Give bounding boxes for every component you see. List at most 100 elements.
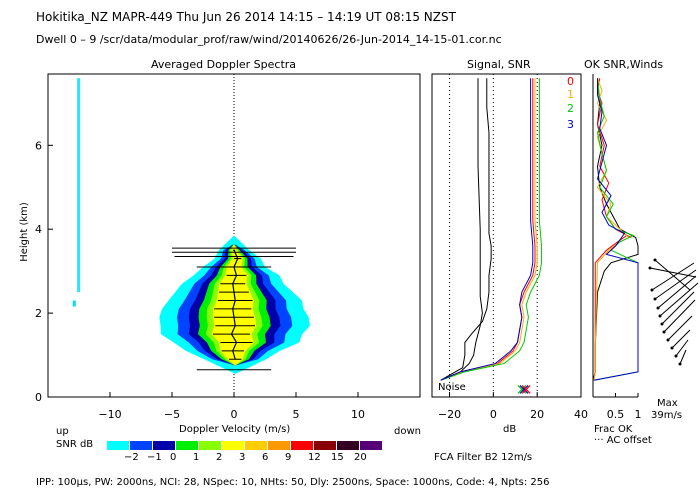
beam-legend-1: 1 xyxy=(567,88,574,101)
signal-series-line xyxy=(440,78,543,381)
noise-marker xyxy=(521,385,531,394)
snr-color-swatch xyxy=(222,441,244,450)
wind-arrow-head xyxy=(662,330,666,334)
x-tick-label: 0.5 xyxy=(607,408,625,421)
wind-arrow-head xyxy=(650,288,654,292)
snr-color-swatch xyxy=(337,441,359,450)
snr-color-swatch xyxy=(153,441,175,450)
x-tick-label: 5 xyxy=(293,408,300,421)
wind-arrow xyxy=(654,259,691,291)
max-label: Max xyxy=(657,398,678,409)
y-tick-label: 4 xyxy=(35,223,42,236)
x-tick-label: 20 xyxy=(530,408,544,421)
snr-color-swatch xyxy=(360,441,382,450)
beam-legend-2: 2 xyxy=(567,102,574,115)
x-tick-label: −5 xyxy=(164,408,180,421)
wind-arrow xyxy=(659,282,699,317)
signal-series-line xyxy=(440,78,534,381)
signal-series-line xyxy=(440,78,536,381)
snr-scale-label: 1 xyxy=(193,452,200,463)
snr-scale-label: −2 xyxy=(124,452,139,463)
ok-panel-title: OK SNR,Winds xyxy=(584,58,664,71)
snr-scale-label: 2 xyxy=(216,452,223,463)
db-axis-label: dB xyxy=(503,424,517,435)
x-tick-label: −20 xyxy=(438,408,461,421)
wind-arrow xyxy=(661,291,695,325)
noise-label: Noise xyxy=(438,382,466,393)
wind-arrow xyxy=(667,315,693,341)
signal-frame xyxy=(431,73,582,398)
snr-color-swatch xyxy=(291,441,313,450)
snr-color-swatch xyxy=(245,441,267,450)
mean-velocity-trace xyxy=(230,249,239,360)
x-tick-label: 0 xyxy=(231,408,238,421)
noise-speck xyxy=(72,300,76,307)
wind-arrow-head xyxy=(653,297,657,301)
wind-arrow xyxy=(675,339,689,357)
header-line2: Dwell 0 – 9 /scr/data/modular_prof/raw/w… xyxy=(36,33,502,46)
wind-arrow-head xyxy=(678,362,682,366)
snr-scale-label: 9 xyxy=(285,452,292,463)
wind-barbs xyxy=(648,258,699,366)
snr-scale-label: 6 xyxy=(262,452,269,463)
snr-scale-label: 0 xyxy=(170,452,177,463)
wind-arrow-head xyxy=(653,258,657,262)
wind-arrow xyxy=(671,329,691,349)
snr-scale-label: 20 xyxy=(354,452,367,463)
wind-arrow xyxy=(651,262,695,291)
ok-snr-winds-panel: 0.5 1 xyxy=(592,74,642,421)
wind-arrow xyxy=(663,299,696,333)
wind-arrow-head xyxy=(658,314,662,318)
snr-scale-label: 12 xyxy=(308,452,321,463)
ok-series-line xyxy=(593,78,632,381)
wind-arrow-head xyxy=(656,306,660,310)
max-value: 39m/s xyxy=(651,410,683,421)
snr-scale-label: 3 xyxy=(239,452,246,463)
fca-filter-label: FCA Filter B2 12m/s xyxy=(434,452,533,463)
snr-color-swatch xyxy=(130,441,152,450)
signal-series-line xyxy=(440,78,538,381)
wind-arrow-head xyxy=(666,338,670,342)
doppler-spectra-panel: −10 −5 0 5 10 0 2 4 6 xyxy=(35,73,421,421)
snr-color-swatch xyxy=(314,441,336,450)
x-tick-label: −10 xyxy=(98,408,121,421)
wind-arrow xyxy=(657,275,697,309)
snr-color-swatch xyxy=(107,441,129,450)
x-tick-label: 0 xyxy=(490,408,497,421)
noise-marker xyxy=(519,385,529,394)
beam-legend-3: 3 xyxy=(567,118,574,131)
signal-series-line xyxy=(440,78,492,381)
y-tick-label: 2 xyxy=(35,307,42,320)
signal-series-line xyxy=(440,78,483,381)
spectra-panel-title: Averaged Doppler Spectra xyxy=(151,58,297,71)
signal-snr-panel: −20 0 20 40 xyxy=(431,73,588,421)
noise-marker xyxy=(517,385,527,394)
ok-series-line xyxy=(593,78,639,381)
snr-db-label: SNR dB xyxy=(56,439,94,450)
wind-arrow-head xyxy=(670,346,674,350)
wind-arrow xyxy=(654,269,697,300)
ok-series-line xyxy=(593,78,630,381)
y-tick-label: 6 xyxy=(35,139,42,152)
frac-ok-label: Frac OK xyxy=(594,424,633,435)
wind-arrow-head xyxy=(648,266,652,270)
snr-scale-label: 15 xyxy=(331,452,344,463)
signal-panel-title: Signal, SNR xyxy=(467,58,531,71)
up-label: up xyxy=(56,426,69,437)
ac-offset-label: ··· AC offset xyxy=(594,435,652,446)
snr-color-swatch xyxy=(268,441,290,450)
x-axis-label: Doppler Velocity (m/s) xyxy=(179,424,291,435)
snr-color-swatch xyxy=(199,441,221,450)
down-label: down xyxy=(394,426,421,437)
wind-arrow xyxy=(679,349,687,365)
y-tick-label: 0 xyxy=(35,391,42,404)
noise-column xyxy=(77,78,81,293)
header-line1: Hokitika_NZ MAPR-449 Thu Jun 26 2014 14:… xyxy=(36,10,456,24)
x-tick-label: 40 xyxy=(574,408,588,421)
x-tick-label: 10 xyxy=(351,408,365,421)
x-tick-label: 1 xyxy=(635,408,642,421)
beam-legend-0: 0 xyxy=(567,75,574,88)
wind-arrow-head xyxy=(674,354,678,358)
snr-scale-label: −1 xyxy=(147,452,162,463)
